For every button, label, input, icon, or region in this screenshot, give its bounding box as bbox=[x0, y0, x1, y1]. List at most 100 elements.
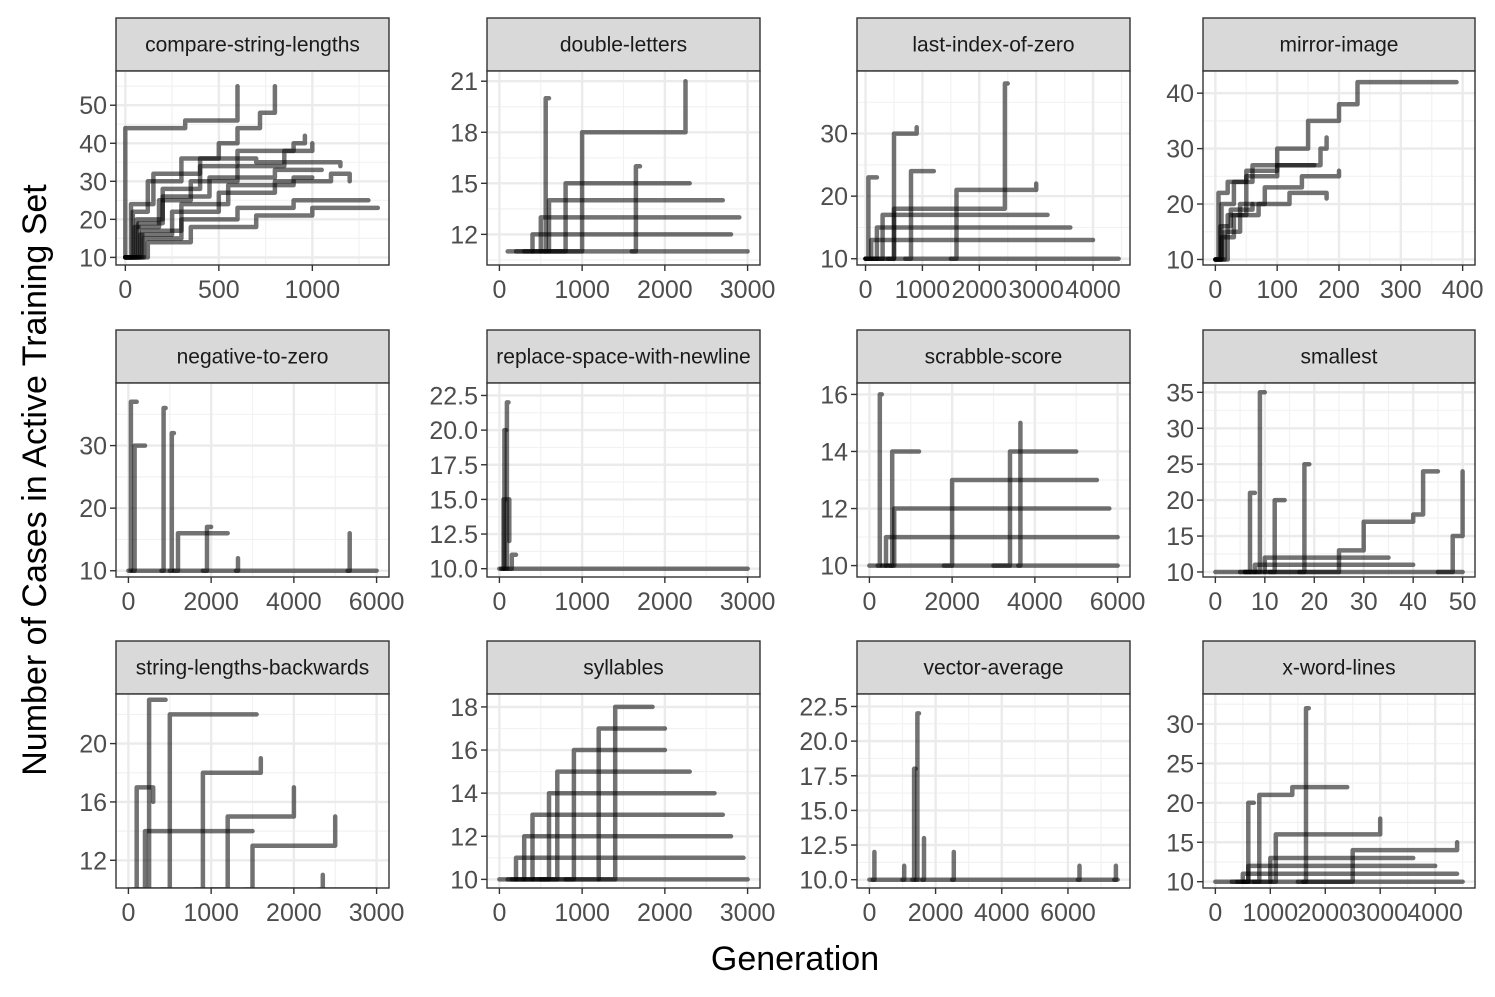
facet-panel: last-index-of-zero 0 1000 2000 3000 4000 10 20 3… bbox=[820, 17, 1131, 304]
y-tick-label: 40 bbox=[79, 130, 107, 158]
series-group bbox=[867, 711, 1120, 882]
series-line bbox=[159, 405, 168, 573]
y-tick-label: 10 bbox=[1166, 246, 1194, 274]
x-tick-label: 2000 bbox=[1297, 899, 1353, 927]
series-line bbox=[143, 697, 168, 888]
x-tick-label: 0 bbox=[492, 899, 506, 927]
x-tick-label: 50 bbox=[1449, 588, 1477, 616]
x-tick-label: 0 bbox=[492, 588, 506, 616]
x-tick-label: 2000 bbox=[637, 276, 693, 304]
facet-strip bbox=[1202, 329, 1476, 384]
series-line bbox=[596, 704, 655, 882]
y-tick-label: 16 bbox=[450, 737, 478, 765]
facet-panel: mirror-image 0 100 200 300 400 10 20 30 40 bbox=[1166, 17, 1483, 304]
series-group bbox=[497, 400, 750, 571]
panel-border bbox=[486, 70, 761, 266]
facet-title: double-letters bbox=[560, 34, 687, 57]
series-line bbox=[886, 125, 919, 261]
y-tick-label: 16 bbox=[820, 381, 848, 409]
series-line bbox=[900, 863, 907, 882]
panel-border bbox=[1202, 693, 1476, 889]
x-tick-label: 0 bbox=[1208, 899, 1222, 927]
series-line bbox=[991, 449, 1079, 568]
series-line bbox=[1016, 420, 1023, 568]
y-tick-label: 20 bbox=[820, 183, 848, 211]
y-tick-label: 25 bbox=[1166, 451, 1194, 479]
series-group bbox=[126, 399, 379, 573]
series-line bbox=[130, 785, 156, 888]
series-line bbox=[941, 477, 1100, 568]
facet-title: compare-string-lengths bbox=[145, 34, 360, 57]
x-tick-label: 4000 bbox=[974, 899, 1030, 927]
panel-background bbox=[857, 694, 1130, 888]
series-line bbox=[1252, 390, 1268, 575]
series-line bbox=[233, 555, 241, 573]
series-line bbox=[505, 552, 519, 571]
series-line bbox=[209, 785, 297, 888]
x-tick-label: 4000 bbox=[1007, 588, 1063, 616]
panel-border bbox=[486, 693, 761, 889]
series-line bbox=[123, 141, 315, 260]
series-line bbox=[629, 164, 643, 254]
y-tick-label: 21 bbox=[450, 68, 478, 96]
panel-border bbox=[115, 693, 390, 889]
series-line bbox=[123, 156, 343, 260]
series-group bbox=[1213, 79, 1459, 262]
facet-title: negative-to-zero bbox=[177, 346, 329, 369]
y-tick-label: 30 bbox=[1166, 136, 1194, 164]
panel-border bbox=[856, 70, 1131, 266]
y-tick-label: 14 bbox=[820, 438, 848, 466]
y-tick-label: 22.5 bbox=[429, 382, 478, 410]
facet-strip bbox=[856, 17, 1131, 72]
series-line bbox=[130, 443, 148, 573]
x-tick-label: 0 bbox=[118, 276, 132, 304]
series-line bbox=[345, 530, 352, 573]
series-line bbox=[542, 95, 552, 254]
series-line bbox=[1301, 705, 1312, 884]
x-tick-label: 2000 bbox=[924, 588, 980, 616]
x-tick-label: 0 bbox=[1208, 276, 1222, 304]
facet-strip bbox=[115, 17, 390, 72]
series-line bbox=[1075, 863, 1082, 882]
x-tick-label: 3000 bbox=[720, 276, 776, 304]
facet-strip bbox=[856, 329, 1131, 384]
y-tick-label: 20 bbox=[1166, 191, 1194, 219]
series-line bbox=[913, 711, 922, 882]
y-tick-label: 18 bbox=[450, 119, 478, 147]
panel-border bbox=[486, 382, 761, 578]
facet-panel: scrabble-score 0 2000 4000 6000 10 12 14 16 bbox=[820, 329, 1146, 616]
x-tick-label: 3000 bbox=[349, 899, 405, 927]
series-line bbox=[123, 83, 240, 260]
series-group bbox=[863, 81, 1121, 261]
facet-title: smallest bbox=[1300, 346, 1377, 369]
facet-strip bbox=[486, 640, 761, 695]
x-tick-label: 2000 bbox=[908, 899, 964, 927]
x-tick-label: 6000 bbox=[1090, 588, 1146, 616]
series-line bbox=[1295, 840, 1460, 884]
y-tick-label: 14 bbox=[450, 780, 478, 808]
series-line bbox=[1242, 490, 1258, 575]
series-line bbox=[123, 175, 315, 260]
x-tick-label: 0 bbox=[1208, 588, 1222, 616]
y-tick-label: 30 bbox=[79, 433, 107, 461]
facet-strip bbox=[115, 329, 390, 384]
y-tick-label: 15 bbox=[450, 170, 478, 198]
y-tick-label: 15.0 bbox=[429, 486, 478, 514]
facet-strip bbox=[1202, 17, 1476, 72]
y-tick-label: 12 bbox=[450, 823, 478, 851]
facet-panel: x-word-lines 0 1000 2000 3000 4000 10 15 20 25 30 bbox=[1166, 640, 1476, 927]
y-tick-label: 10 bbox=[79, 244, 107, 272]
y-tick-label: 40 bbox=[1166, 80, 1194, 108]
series-line bbox=[200, 524, 214, 573]
series-group bbox=[126, 697, 379, 888]
panel-border bbox=[115, 70, 390, 266]
series-line bbox=[1267, 497, 1287, 575]
y-tick-label: 20.0 bbox=[799, 728, 848, 756]
y-tick-label: 50 bbox=[79, 92, 107, 120]
y-tick-label: 30 bbox=[79, 168, 107, 196]
series-line bbox=[1297, 461, 1312, 575]
x-tick-label: 0 bbox=[859, 276, 873, 304]
series-line bbox=[317, 872, 326, 888]
facet-panel: string-lengths-backwards 0 1000 2000 3000 12 1… bbox=[79, 640, 405, 927]
y-tick-label: 17.5 bbox=[799, 763, 848, 791]
